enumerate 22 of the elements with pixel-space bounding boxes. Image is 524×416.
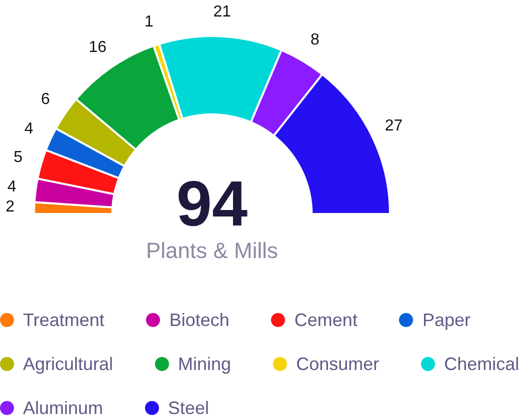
legend-label: Cement bbox=[294, 310, 358, 330]
legend-label: Agricultural bbox=[23, 354, 114, 374]
legend-label: Consumer bbox=[296, 354, 380, 374]
legend-label: Paper bbox=[422, 310, 470, 330]
data-label: 2 bbox=[6, 198, 15, 216]
legend-label: Steel bbox=[168, 398, 210, 416]
data-label: 6 bbox=[41, 91, 50, 108]
text: Plants & Mills bbox=[146, 238, 278, 264]
data-label: 4 bbox=[7, 178, 16, 196]
data-label: 1 bbox=[144, 14, 154, 31]
data-label: 21 bbox=[213, 4, 232, 21]
data-label: 27 bbox=[384, 117, 403, 134]
data-label: 8 bbox=[310, 32, 320, 49]
text: 94 bbox=[176, 168, 248, 240]
legend-label: Aluminum bbox=[23, 398, 104, 416]
data-label: 5 bbox=[14, 148, 23, 166]
data-label: 4 bbox=[24, 120, 34, 138]
legend-label: Treatment bbox=[23, 310, 104, 330]
legend-label: Chemical bbox=[444, 354, 520, 374]
legend-label: Mining bbox=[178, 354, 232, 374]
data-label: 16 bbox=[88, 38, 107, 56]
legend-label: Biotech bbox=[169, 310, 230, 330]
